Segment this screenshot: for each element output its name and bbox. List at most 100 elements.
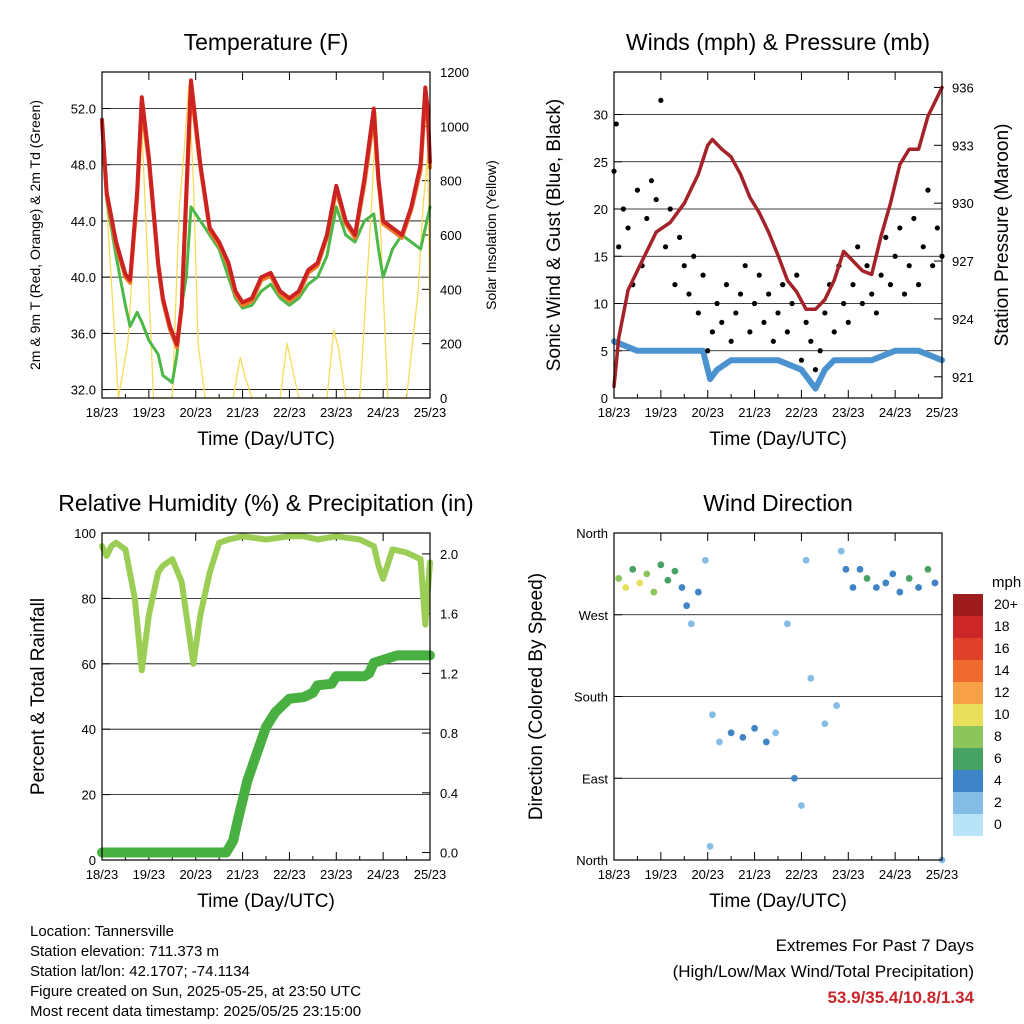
direction-point [683, 602, 691, 610]
gust-point [878, 272, 884, 278]
y2-tick-label: 936 [952, 80, 974, 95]
gust-point [625, 225, 631, 231]
colorbar-swatch [953, 704, 983, 726]
gust-point [911, 215, 917, 222]
y-tick-label: 40 [82, 722, 96, 737]
direction-point [798, 802, 805, 809]
station-location: Location: Tannersville [30, 923, 174, 940]
gust-point [784, 329, 790, 335]
y-tick-label: 44.0 [71, 214, 96, 229]
x-tick-label: 18/23 [86, 867, 119, 882]
y-axis-label: Percent & Total Rainfall [28, 598, 49, 795]
data-timestamp: Most recent data timestamp: 2025/05/25 2… [30, 1003, 362, 1020]
gust-point [686, 291, 692, 297]
panel-4: Wind Direction 18/23 19/23 20/23 21/23 22/23 2… [526, 490, 958, 912]
gust-point [756, 272, 762, 278]
y2-tick-label: 0.8 [440, 726, 458, 741]
y2-tick-label: 600 [440, 228, 462, 243]
x-tick-label: 19/23 [133, 405, 166, 420]
x-tick-label: 20/23 [179, 405, 212, 420]
gust-point [620, 206, 626, 212]
gust-point [613, 121, 619, 127]
x-tick-label: 21/23 [226, 867, 259, 882]
direction-point [842, 565, 850, 573]
gust-point [714, 300, 720, 307]
x-tick-label: 23/23 [320, 867, 353, 882]
colorbar-swatch [953, 726, 983, 748]
colorbar-swatch [953, 814, 983, 836]
x-tick-label: 25/23 [926, 867, 959, 882]
colorbar-swatch [953, 616, 983, 638]
extremes-values: 53.9/35.4/10.8/1.34 [827, 988, 974, 1007]
x-tick-label: 24/23 [367, 405, 400, 420]
colorbar-label: 8 [994, 728, 1002, 744]
gust-point [672, 282, 678, 288]
direction-point [739, 733, 747, 741]
colorbar-label: 0 [994, 816, 1002, 832]
direction-point [629, 565, 637, 573]
x-tick-label: 18/23 [598, 405, 631, 420]
direction-point [924, 565, 932, 573]
sonic-wind-line [611, 338, 945, 392]
gust-point [850, 282, 856, 288]
direction-point [709, 711, 716, 719]
gust-point [648, 178, 655, 184]
gust-point [658, 97, 664, 103]
direction-point [905, 575, 913, 582]
gust-point [864, 263, 870, 269]
gust-point [794, 272, 800, 278]
station-pressure-line [612, 85, 944, 389]
gust-point [869, 291, 875, 297]
colorbar-label: 10 [994, 706, 1010, 722]
x-tick-label: 22/23 [273, 867, 306, 882]
x-axis-label: Time (Day/UTC) [709, 891, 847, 912]
speed-colorbar: mph 20+ 18 16 14 12 10 8 6 4 2 0 [953, 574, 1021, 836]
gust-point [742, 263, 748, 269]
direction-point [821, 720, 829, 728]
y-tick-label: 0 [89, 853, 96, 868]
gust-point [817, 348, 823, 354]
gust-point [733, 310, 739, 316]
colorbar-swatch [953, 682, 983, 704]
gust-point [705, 348, 711, 354]
y2-tick-label: 0.4 [440, 786, 458, 801]
direction-point [678, 584, 686, 591]
colorbar-label: 4 [994, 772, 1002, 788]
direction-point [807, 674, 815, 682]
y-tick-label: 32.0 [71, 383, 96, 398]
gust-point [770, 338, 776, 344]
y-tick-label: 0 [601, 391, 608, 406]
y2-tick-label: 1000 [440, 119, 469, 134]
direction-point [643, 570, 651, 578]
station-info: Location: Tannersville Station elevation… [30, 922, 361, 1022]
x-tick-label: 21/23 [738, 405, 771, 420]
direction-point [802, 556, 810, 564]
gust-point [822, 310, 828, 316]
gust-point [803, 319, 809, 326]
gust-point [644, 215, 650, 222]
direction-point [889, 570, 897, 578]
y-tick-label: South [574, 690, 608, 705]
y2-tick-label: 927 [952, 254, 974, 269]
direction-point [833, 702, 840, 709]
direction-point [896, 588, 904, 596]
y-tick-label: North [576, 526, 608, 541]
direction-point [716, 738, 723, 746]
direction-point [701, 556, 709, 564]
x-tick-label: 23/23 [832, 867, 865, 882]
y2-tick-label: 400 [440, 282, 462, 297]
x-tick-label: 19/23 [645, 867, 678, 882]
y-tick-label: 10 [594, 297, 608, 312]
x-tick-label: 24/23 [879, 405, 912, 420]
gust-point [887, 282, 894, 288]
y-tick-label: 25 [594, 155, 608, 170]
y-tick-label: 20 [594, 202, 608, 217]
panel-3: Relative Humidity (%) & Precipitation (i… [28, 490, 474, 912]
direction-point [783, 620, 791, 628]
gust-point [901, 291, 908, 297]
x-tick-label: 21/23 [738, 867, 771, 882]
gust-point [751, 300, 758, 307]
direction-point [762, 738, 770, 746]
y2-tick-label: 2.0 [440, 547, 458, 562]
gust-point [662, 244, 669, 250]
